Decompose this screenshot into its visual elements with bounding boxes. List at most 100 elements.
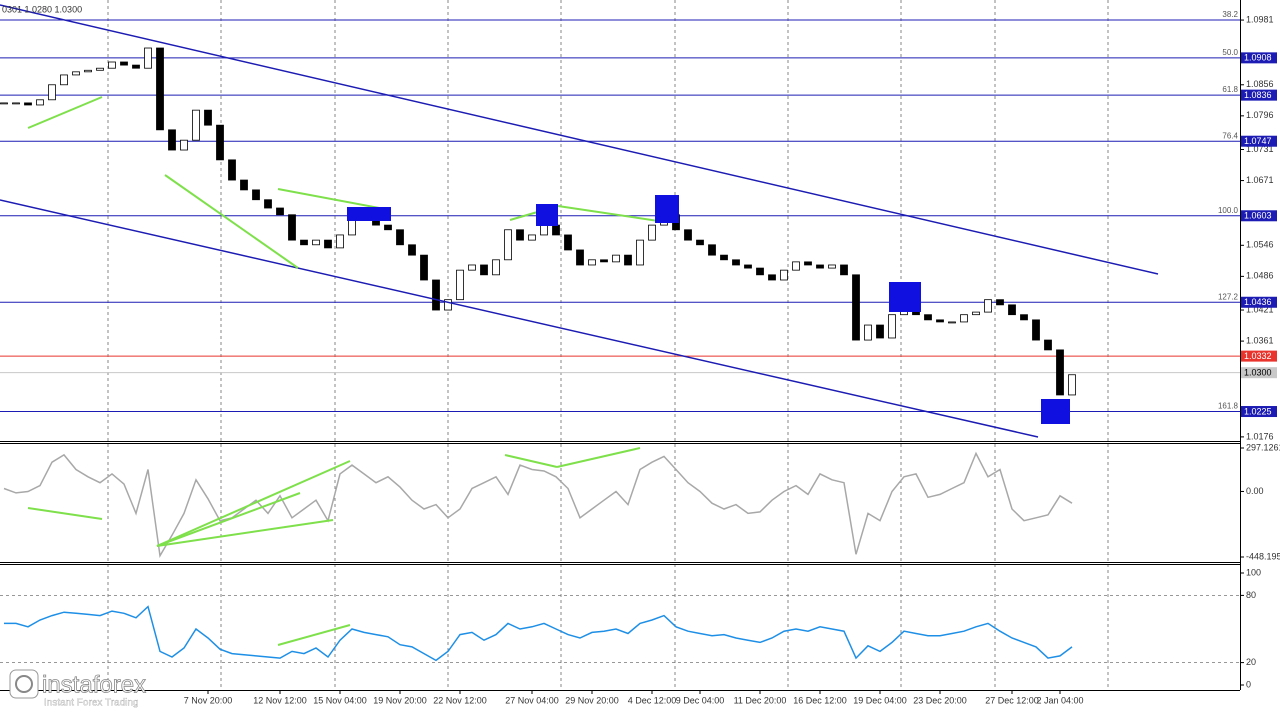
candle-body <box>744 264 752 269</box>
annotations <box>0 4 1159 646</box>
candle-body <box>108 61 116 69</box>
y-tick-label: 20 <box>1246 657 1256 667</box>
candle-body <box>984 299 992 313</box>
candle-body <box>492 259 500 276</box>
plot-layer: 7 Nov 20:00 12 Nov 12:00 15 Nov 04:00 19 No… <box>0 10 1280 705</box>
candle-body <box>1020 314 1028 321</box>
fib-ratio: 50.0 <box>1222 48 1238 57</box>
indicator-line <box>4 605 1073 662</box>
vertical-grid <box>107 0 1109 690</box>
y-tick-label: 0.00 <box>1246 486 1264 496</box>
x-tick-label: 15 Nov 04:00 <box>313 695 367 705</box>
price-box <box>1241 406 1277 418</box>
candle-body <box>972 311 980 316</box>
candle-body <box>336 234 344 249</box>
candle-body <box>48 84 56 101</box>
candle-body <box>468 264 476 271</box>
y-tick-label: 1.0546 <box>1246 240 1274 250</box>
candle-body <box>708 244 716 256</box>
candle-body <box>252 189 260 201</box>
candle-body <box>804 261 812 266</box>
candle-body <box>876 324 884 339</box>
y-tick-label: 1.0176 <box>1246 431 1274 441</box>
candle-body <box>528 234 536 241</box>
candle-body <box>396 229 404 246</box>
divergence-lines <box>27 96 666 646</box>
candle-body <box>732 259 740 266</box>
candle-body <box>312 239 320 246</box>
candle-body <box>36 99 44 106</box>
price-box-label: 1.0225 <box>1244 406 1272 416</box>
indicator-line <box>3 451 1073 559</box>
candle-body <box>576 249 584 266</box>
fib-ratio: 161.8 <box>1218 402 1239 411</box>
candle-body <box>624 254 632 266</box>
y-tick-label: 1.0796 <box>1246 110 1274 120</box>
candle-body <box>204 109 212 126</box>
x-tick-label: 2 Jan 04:00 <box>1036 695 1083 705</box>
candle-body <box>564 234 572 251</box>
candle-body <box>720 254 728 261</box>
candle-body <box>72 71 80 76</box>
candle-body <box>120 61 128 66</box>
candle-body <box>960 314 968 323</box>
candle-body <box>780 269 788 281</box>
price-box-label: 1.0747 <box>1244 136 1272 146</box>
fib-ratio: 100.0 <box>1218 206 1239 215</box>
candle-body <box>612 254 620 263</box>
candle-body <box>840 264 848 276</box>
candle-body <box>144 47 152 69</box>
candle-body <box>276 207 284 216</box>
candle-body <box>936 319 944 323</box>
candle-body <box>0 102 8 105</box>
logo-mark <box>15 675 33 693</box>
price-marker-box <box>1241 367 1277 379</box>
x-tick-label: 9 Dec 04:00 <box>676 695 725 705</box>
x-tick-label: 7 Nov 20:00 <box>184 695 233 705</box>
price-marker-box <box>1241 350 1277 362</box>
candle-body <box>828 264 836 269</box>
candle-body <box>756 267 764 276</box>
candle-body <box>816 264 824 269</box>
candle-body <box>408 244 416 256</box>
y-tick-label: 1.0486 <box>1246 271 1274 281</box>
candle-body <box>156 47 164 131</box>
candle-body <box>132 64 140 69</box>
fib-ratio: 76.4 <box>1222 131 1238 140</box>
price-box-label: 1.0836 <box>1244 90 1272 100</box>
x-tick-label: 12 Nov 12:00 <box>253 695 307 705</box>
price-marker-label: 1.0300 <box>1244 368 1272 378</box>
candle-body <box>924 314 932 321</box>
candle-body <box>96 67 104 71</box>
y-tick-label: 1.0856 <box>1246 79 1274 89</box>
candle-body <box>648 224 656 241</box>
candle-body <box>180 139 188 151</box>
candle-body <box>12 102 20 105</box>
price-box <box>1241 296 1277 308</box>
candle-body <box>792 261 800 271</box>
price-marker-label: 1.0332 <box>1244 351 1272 361</box>
panel-frames <box>0 0 1241 691</box>
candle-body <box>1008 304 1016 316</box>
candle-body <box>864 324 872 341</box>
logo-name: instaforex <box>42 671 146 698</box>
candle-body <box>288 214 296 241</box>
x-tick-label: 11 Dec 20:00 <box>734 695 787 705</box>
candle-body <box>300 239 308 246</box>
channel-upper <box>0 4 1159 275</box>
candle-body <box>948 321 956 324</box>
y-tick-label: 1.0731 <box>1246 144 1274 154</box>
candle-body <box>24 102 32 106</box>
candle-body <box>540 224 548 236</box>
x-tick-label: 19 Dec 04:00 <box>853 695 907 705</box>
candle-body <box>168 129 176 151</box>
y-tick-label: 1.0981 <box>1246 14 1274 24</box>
y-tick-label: 100 <box>1246 567 1261 577</box>
candle-body <box>696 239 704 246</box>
candle-body <box>444 299 452 311</box>
logo: instaforex Instant Forex Trading <box>9 669 146 709</box>
candle-body <box>432 279 440 311</box>
y-tick-label: 0 <box>1246 679 1251 689</box>
